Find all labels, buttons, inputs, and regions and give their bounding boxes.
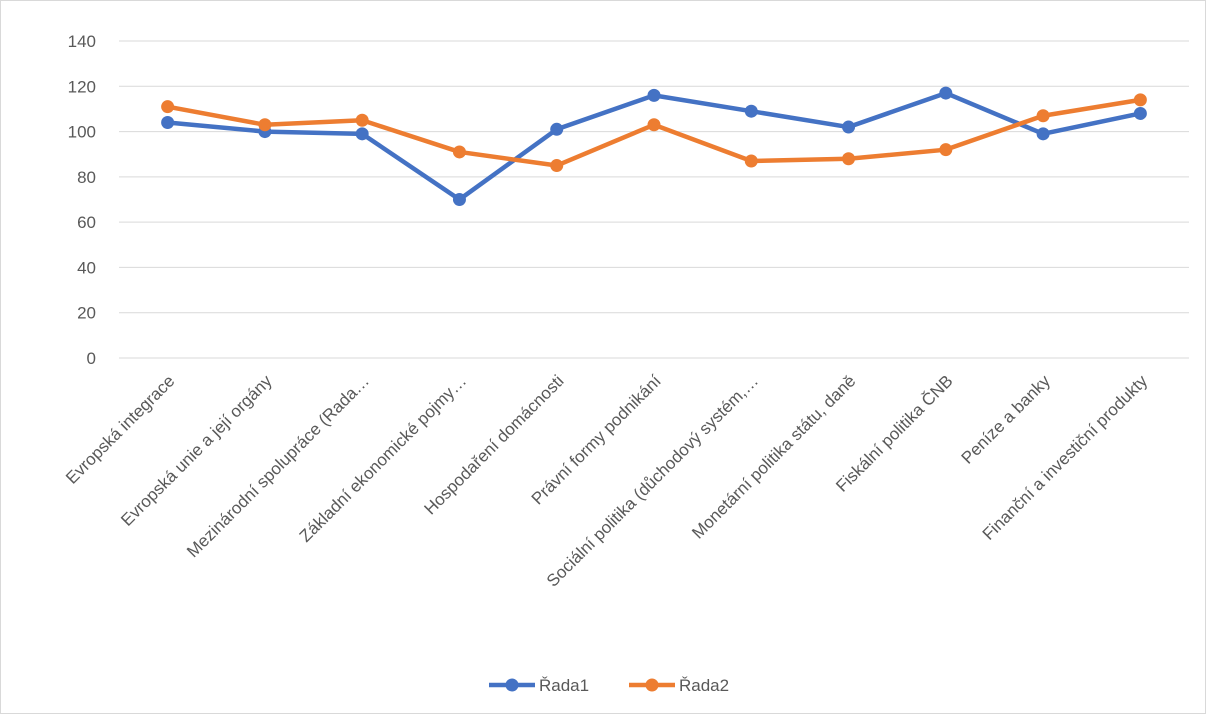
data-point <box>550 159 564 173</box>
data-point <box>939 86 953 100</box>
x-category-label: Monetární politika státu, daně <box>688 371 859 542</box>
y-tick-label: 120 <box>68 77 96 96</box>
series-line-1 <box>165 90 1143 202</box>
x-category-label: Evropská integrace <box>62 371 178 487</box>
y-tick-label: 80 <box>77 168 96 187</box>
data-point <box>355 113 369 127</box>
y-tick-label: 40 <box>77 258 96 277</box>
data-point <box>744 104 758 118</box>
data-point <box>452 145 466 159</box>
data-point <box>1133 93 1147 107</box>
legend: Řada1 Řada2 <box>489 676 729 695</box>
x-category-label: Mezinárodní spolupráce (Rada… <box>183 371 373 561</box>
data-point <box>842 120 856 134</box>
gridlines <box>119 40 1189 359</box>
legend-marker <box>505 678 519 692</box>
data-point <box>939 143 953 157</box>
data-point <box>161 116 175 130</box>
y-tick-label: 20 <box>77 304 96 323</box>
data-point <box>161 100 175 114</box>
x-category-label: Sociální politika (důchodový systém,… <box>543 371 762 590</box>
legend-marker <box>645 678 659 692</box>
data-point <box>550 122 564 136</box>
data-point <box>355 127 369 141</box>
x-category-label: Základní ekonomické pojmy… <box>296 371 470 545</box>
data-point <box>1036 109 1050 123</box>
data-point <box>1036 127 1050 141</box>
series-lines <box>161 86 1147 206</box>
data-point <box>452 193 466 206</box>
data-point <box>258 118 272 132</box>
legend-label: Řada2 <box>679 676 729 695</box>
data-point <box>647 118 661 132</box>
legend-label: Řada1 <box>539 676 589 695</box>
data-point <box>744 154 758 168</box>
y-tick-label: 60 <box>77 213 96 232</box>
data-point <box>647 88 661 102</box>
y-tick-label: 100 <box>68 123 96 142</box>
y-axis-tick-labels: 0 20 40 60 80 100 120 140 <box>68 32 96 368</box>
y-tick-label: 0 <box>87 349 96 368</box>
x-category-label: Finanční a investiční produkty <box>979 371 1152 544</box>
data-point <box>1133 106 1147 120</box>
x-category-label: Peníze a banky <box>958 371 1055 468</box>
data-point <box>842 152 856 166</box>
y-tick-label: 140 <box>68 32 96 51</box>
